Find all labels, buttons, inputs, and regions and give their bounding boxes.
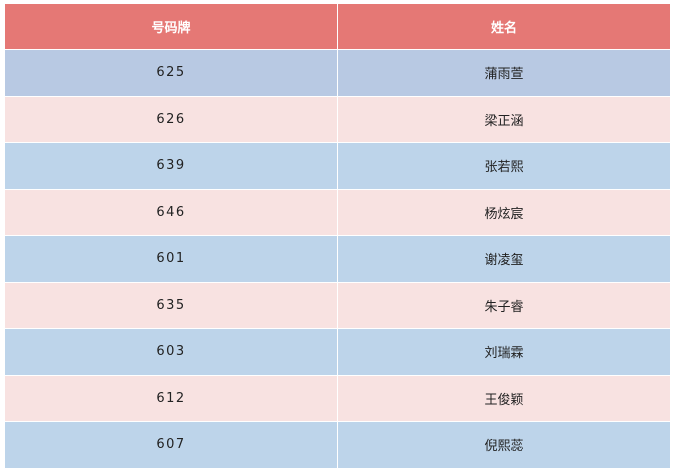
number-cell: 612 [4,374,338,422]
number-cell: 646 [4,188,338,236]
header-name[interactable]: 姓名 [337,3,671,50]
name-cell: 谢凌玺 [337,235,671,283]
number-cell: 635 [4,281,338,329]
table-row[interactable]: 635 朱子睿 [4,281,671,329]
name-cell: 蒲雨萱 [337,49,671,97]
header-row: 号码牌 姓名 [4,3,671,50]
table-row[interactable]: 646 杨炫宸 [4,188,671,236]
name-cell: 王俊颖 [337,374,671,422]
name-cell: 朱子睿 [337,281,671,329]
number-cell: 625 [4,49,338,97]
number-cell: 601 [4,235,338,283]
roster-table: 号码牌 姓名 625 蒲雨萱 626 梁正涵 639 张若熙 646 杨炫宸 601 谢凌玺 635… [4,3,671,469]
table-row[interactable]: 612 王俊颖 [4,374,671,422]
number-cell: 639 [4,142,338,190]
table-row[interactable]: 639 张若熙 [4,142,671,190]
name-cell: 倪熙蕊 [337,421,671,469]
name-cell: 张若熙 [337,142,671,190]
header-number[interactable]: 号码牌 [4,3,338,50]
name-cell: 杨炫宸 [337,188,671,236]
table-row[interactable]: 625 蒲雨萱 [4,49,671,97]
table-row[interactable]: 601 谢凌玺 [4,235,671,283]
number-cell: 607 [4,421,338,469]
name-cell: 梁正涵 [337,95,671,143]
name-cell: 刘瑞霖 [337,328,671,376]
number-cell: 603 [4,328,338,376]
table-row[interactable]: 603 刘瑞霖 [4,328,671,376]
table-row[interactable]: 607 倪熙蕊 [4,421,671,469]
table-row[interactable]: 626 梁正涵 [4,95,671,143]
number-cell: 626 [4,95,338,143]
